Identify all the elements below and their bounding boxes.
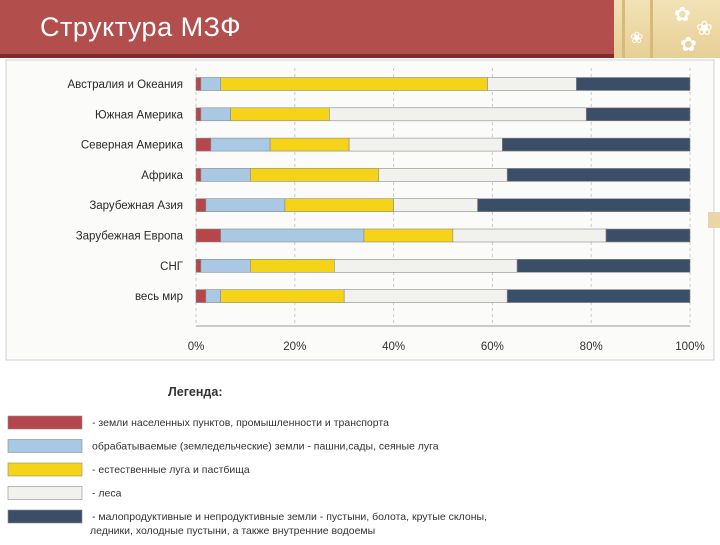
bar-segment bbox=[363, 228, 454, 243]
bar-segment bbox=[605, 228, 691, 243]
bar-segment bbox=[205, 198, 286, 212]
category-label: Южная Америка bbox=[95, 109, 184, 121]
x-tick-label: 100% bbox=[675, 341, 704, 353]
bar-segment bbox=[195, 198, 207, 212]
land-structure-chart: Австралия и Океания Южная Америка Северная… bbox=[5, 59, 715, 537]
bar-segment bbox=[210, 137, 271, 152]
bar-segment bbox=[230, 107, 330, 122]
ornament-stripe bbox=[650, 0, 653, 58]
legend-swatch bbox=[7, 462, 83, 477]
decorative-ornament: ✿ ❀ ✿ ❀ bbox=[614, 0, 720, 58]
bar-segment bbox=[195, 137, 212, 152]
bar-segment bbox=[250, 168, 380, 182]
bar-segment bbox=[195, 289, 207, 303]
legend-label: - естественные луга и пастбища bbox=[92, 464, 250, 476]
bar-segment bbox=[576, 77, 691, 91]
bar-segment bbox=[393, 198, 478, 212]
legend-swatch bbox=[7, 439, 83, 453]
legend-title: Легенда: bbox=[168, 385, 222, 399]
category-label: Северная Америка bbox=[81, 140, 184, 152]
category-label: СНГ bbox=[160, 261, 184, 273]
bar-segment bbox=[220, 228, 365, 243]
bar-segment bbox=[585, 107, 691, 122]
bar-segment bbox=[200, 107, 231, 122]
bar-segment bbox=[516, 259, 691, 273]
flower-icon: ❀ bbox=[630, 28, 644, 47]
legend-label: - малопродуктивные и непродуктивные земл… bbox=[92, 511, 487, 523]
category-label: Австралия и Океания bbox=[67, 79, 183, 91]
bar-segment bbox=[250, 259, 335, 273]
bar-segment bbox=[205, 289, 222, 303]
slide-header: Структура МЗФ ✿ ❀ ✿ ❀ bbox=[0, 0, 720, 58]
bar-segment bbox=[220, 77, 488, 91]
legend-swatch bbox=[7, 509, 83, 524]
bar-segment bbox=[348, 137, 503, 152]
bar-segment bbox=[220, 289, 345, 303]
bar-segment bbox=[269, 137, 350, 152]
bar-segment bbox=[487, 77, 577, 91]
flower-icon: ✿ bbox=[674, 2, 691, 26]
bar-segment bbox=[195, 168, 202, 182]
bar-segment bbox=[501, 137, 691, 152]
bar-segment bbox=[477, 198, 691, 212]
legend-label: обрабатываемые (земледельческие) земли -… bbox=[92, 441, 439, 453]
bar-segment bbox=[343, 289, 508, 303]
bar-segment bbox=[329, 107, 587, 122]
side-tab bbox=[708, 212, 720, 228]
x-tick-label: 20% bbox=[283, 341, 306, 353]
bar-segment bbox=[378, 168, 508, 182]
category-label: Африка bbox=[141, 170, 183, 182]
slide-title: Структура МЗФ bbox=[40, 12, 242, 42]
bar-segment bbox=[195, 228, 222, 243]
bar-segment bbox=[506, 168, 691, 182]
x-tick-label: 40% bbox=[382, 341, 405, 353]
category-label: весь мир bbox=[135, 291, 183, 303]
bar-segment bbox=[452, 228, 607, 243]
bar-segment bbox=[200, 168, 251, 182]
bar-segment bbox=[284, 198, 394, 212]
bar-segment bbox=[200, 259, 251, 273]
legend-swatch bbox=[7, 415, 83, 430]
legend-label: - леса bbox=[92, 488, 122, 500]
header-divider bbox=[0, 54, 720, 58]
chart-area: Австралия и Океания Южная Америка Северная… bbox=[0, 58, 720, 540]
legend-label: - земли населенных пунктов, промышленнос… bbox=[92, 417, 389, 429]
bar-segment bbox=[195, 107, 202, 122]
category-label: Зарубежная Европа bbox=[76, 231, 184, 243]
x-tick-label: 80% bbox=[580, 341, 603, 353]
legend-swatch bbox=[7, 486, 83, 500]
x-tick-label: 60% bbox=[481, 341, 504, 353]
category-label: Зарубежная Азия bbox=[89, 200, 183, 212]
flower-icon: ✿ bbox=[680, 32, 697, 56]
bar-segment bbox=[195, 77, 202, 91]
x-tick-label: 0% bbox=[188, 341, 205, 353]
bar-segment bbox=[195, 259, 202, 273]
flower-icon: ❀ bbox=[696, 16, 713, 40]
ornament-stripe bbox=[622, 0, 625, 58]
legend-label-continued: ледники, холодные пустыни, а также внутр… bbox=[90, 525, 375, 537]
bar-segment bbox=[200, 77, 222, 91]
bar-segment bbox=[334, 259, 518, 273]
bar-segment bbox=[506, 289, 691, 303]
